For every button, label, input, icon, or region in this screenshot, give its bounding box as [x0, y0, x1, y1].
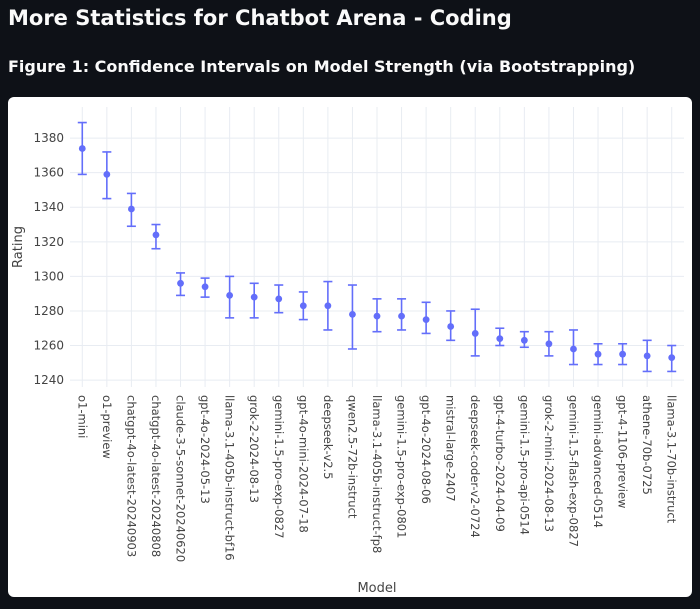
gridlines [70, 107, 684, 387]
data-point [496, 335, 504, 343]
y-tick-label: 1300 [33, 269, 64, 283]
x-tick-label: o1-preview [100, 395, 114, 459]
data-point [177, 279, 184, 287]
data-point [668, 354, 676, 362]
x-tick-label: mistral-large-2407 [444, 395, 458, 502]
x-tick-labels: o1-mini o1-preview chatgpt-4o-latest-20240… [75, 395, 678, 562]
y-tick-label: 1360 [33, 166, 64, 180]
x-tick-label: gpt-4-1106-preview [616, 395, 630, 508]
data-point [349, 311, 356, 318]
x-tick-label: gpt-4o-2024-08-06 [419, 395, 433, 504]
data-point [619, 350, 626, 358]
x-axis-label: Model [357, 581, 396, 596]
data-point [250, 293, 258, 301]
x-tick-label: grok-2-mini-2024-08-13 [542, 395, 556, 532]
data-point [275, 295, 283, 303]
data-point [545, 340, 553, 348]
data-point [520, 336, 528, 344]
y-tick-label: 1380 [33, 131, 64, 145]
y-axis-label: Rating [11, 226, 26, 268]
y-tick-label: 1340 [33, 200, 64, 214]
data-points [78, 145, 676, 362]
data-point [226, 291, 234, 299]
x-tick-label: qwen2.5-72b-instruct [345, 395, 359, 519]
data-point [152, 231, 160, 239]
x-tick-label: athene-70b-0725 [640, 395, 654, 495]
data-point [201, 283, 209, 291]
data-point [594, 350, 602, 358]
x-tick-label: gpt-4o-2024-05-13 [198, 395, 212, 504]
data-point [324, 302, 332, 310]
x-tick-label: llama-3.1-405b-instruct-fp8 [370, 395, 384, 553]
x-tick-label: deepseek-coder-v2-0724 [468, 395, 482, 538]
data-point [570, 345, 577, 353]
data-point [128, 205, 135, 213]
data-point [398, 312, 405, 320]
x-tick-label: gemini-1.5-flash-exp-0827 [566, 395, 580, 547]
x-tick-label: deepseek-v2.5 [321, 395, 335, 480]
x-tick-label: o1-mini [75, 395, 89, 438]
y-tick-labels: 1240 1260 1280 1300 1320 1340 1360 1380 [33, 131, 64, 387]
x-tick-label: gemini-1.5-pro-api-0514 [517, 395, 531, 535]
x-tick-label: chatgpt-4o-latest-20240903 [124, 395, 138, 557]
x-tick-label: gemini-advanced-0514 [591, 395, 605, 528]
x-tick-label: claude-3-5-sonnet-20240620 [174, 395, 188, 562]
x-tick-label: gpt-4o-mini-2024-07-18 [296, 395, 310, 533]
figure-title: Figure 1: Confidence Intervals on Model … [8, 57, 636, 76]
x-tick-label: gemini-1.5-pro-exp-0801 [395, 395, 409, 538]
x-tick-label: llama-3.1-405b-instruct-bf16 [223, 395, 237, 561]
data-point [299, 302, 307, 310]
y-tick-label: 1280 [33, 304, 64, 318]
error-bar-chart[interactable]: 1240 1260 1280 1300 1320 1340 1360 1380 o1-mini… [8, 97, 692, 597]
y-tick-label: 1240 [33, 373, 64, 387]
data-point [422, 316, 430, 323]
data-point [471, 330, 479, 337]
data-point [103, 171, 111, 178]
data-point [78, 145, 86, 152]
data-point [643, 352, 651, 360]
x-tick-label: llama-3.1-70b-instruct [665, 395, 679, 524]
data-point [373, 312, 381, 320]
x-tick-label: chatgpt-4o-latest-20240808 [149, 395, 163, 557]
x-tick-label: grok-2-2024-08-13 [247, 395, 261, 503]
x-tick-label: gemini-1.5-pro-exp-0827 [272, 395, 286, 538]
data-point [447, 323, 455, 330]
page-title: More Statistics for Chatbot Arena - Codi… [8, 6, 512, 30]
y-tick-label: 1320 [33, 235, 64, 249]
y-tick-label: 1260 [33, 339, 64, 353]
chart-container[interactable]: 1240 1260 1280 1300 1320 1340 1360 1380 o1-mini… [8, 97, 692, 597]
x-tick-label: gpt-4-turbo-2024-04-09 [493, 395, 507, 532]
